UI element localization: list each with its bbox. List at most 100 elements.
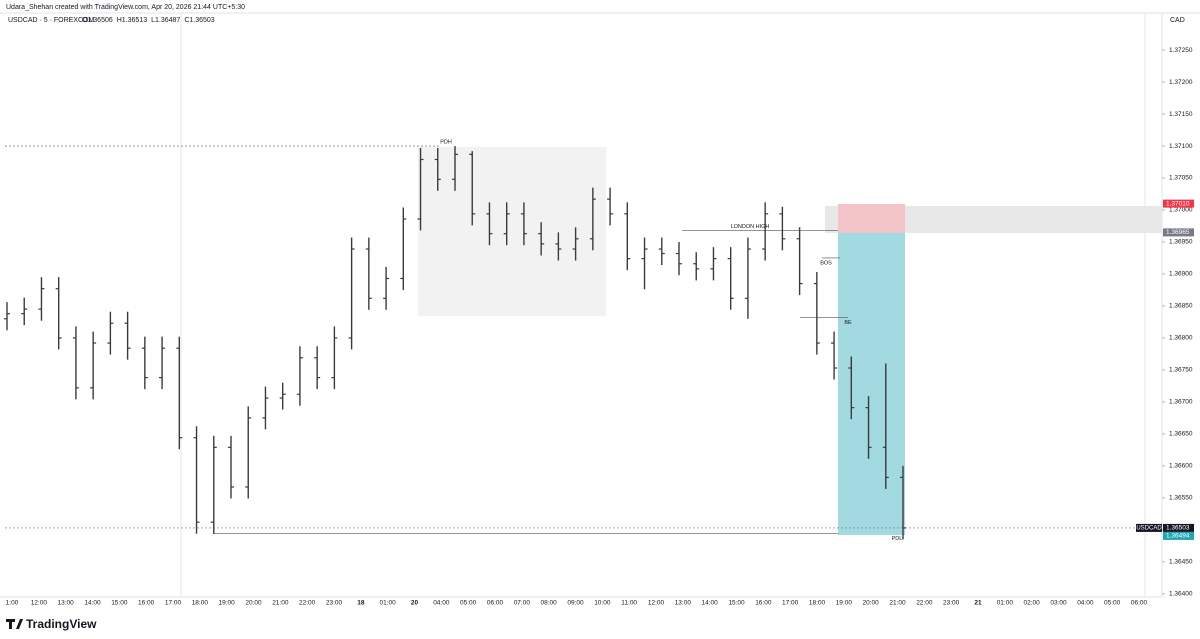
x-tick-label: 02:00 (1024, 600, 1041, 607)
ohlc-bar (538, 222, 545, 256)
ohlc-bar (813, 272, 820, 355)
ohlc-bar (589, 187, 596, 251)
ohlc-bar (21, 297, 28, 326)
ohlc-bar (38, 277, 45, 321)
x-tick-label: 05:00 (460, 600, 477, 607)
ohlc-bar (314, 346, 321, 390)
y-tick-label: 1.37000 (1169, 207, 1193, 214)
ohlc-bar (693, 252, 700, 281)
ohlc-bar (762, 202, 769, 261)
credit: Udara_Shehan created with TradingView.co… (6, 4, 245, 11)
ohlc-bar (865, 396, 872, 459)
x-tick-label: 13:00 (58, 600, 75, 607)
x-tick-label: 13:00 (675, 600, 692, 607)
y-tick-label: 1.36400 (1169, 591, 1193, 598)
x-tick-label: 17:00 (782, 600, 799, 607)
x-tick-label: 10:00 (594, 600, 611, 607)
ohlc-value: L1.36487 (151, 17, 180, 24)
ohlc-bar (434, 147, 441, 191)
ohlc-bar (210, 435, 217, 534)
y-tick-label: 1.36750 (1169, 367, 1193, 374)
ohlc-bar (572, 227, 579, 261)
ohlc-value: C1.36503 (184, 17, 214, 24)
ohlc-bar (624, 202, 631, 271)
y-tick-label: 1.36450 (1169, 559, 1193, 566)
x-tick-label: 20:00 (245, 600, 262, 607)
ohlc-bar (90, 331, 97, 400)
ohlc-bar (555, 232, 562, 261)
ohlc-bar (469, 151, 476, 226)
x-tick-label: 16:00 (755, 600, 772, 607)
ohlc-bar (796, 227, 803, 296)
x-tick-label: 16:00 (138, 600, 155, 607)
symbol-tag: USDCAD (1136, 525, 1162, 531)
x-tick-label: 03:00 (1050, 600, 1067, 607)
ohlc-bar (710, 247, 717, 281)
symbol-tag-box (1136, 523, 1162, 532)
ohlc-bar (400, 207, 407, 290)
ohlc-bar (4, 302, 10, 331)
x-tick-label: 18:00 (809, 600, 826, 607)
ohlc-bar (228, 435, 234, 499)
x-tick-label: 04:00 (1077, 600, 1094, 607)
ohlc-bar (452, 146, 458, 191)
x-tick-label: 11:00 (621, 600, 637, 607)
symbol-title: USDCAD · 5 · FOREXCOM (8, 17, 95, 24)
ohlc-bar (641, 237, 648, 290)
x-tick-label: 06:00 (487, 600, 504, 607)
x-tick-label: 21:00 (889, 600, 906, 607)
ohlc-bar (744, 237, 751, 319)
y-tick-label: 1.36650 (1169, 431, 1193, 438)
level-label: PDL (892, 536, 903, 542)
ohlc-bar (348, 237, 355, 350)
price-tag-label: 1.36965 (1166, 229, 1190, 236)
x-tick-label: 23:00 (943, 600, 960, 607)
x-tick-label: 18 (357, 600, 365, 607)
ohlc-bar (159, 336, 166, 390)
ohlc-bar (124, 311, 131, 360)
ohlc-bar (727, 247, 734, 310)
x-tick-label: 18:00 (192, 600, 209, 607)
ohlc-bar (245, 406, 252, 499)
ohlc-bar (676, 241, 682, 276)
x-tick-label: 09:00 (567, 600, 584, 607)
ohlc-bar (383, 266, 390, 310)
x-tick-label: 15:00 (111, 600, 128, 607)
ohlc-bar (262, 386, 269, 430)
y-tick-label: 1.37050 (1169, 175, 1193, 182)
x-tick-label: 19:00 (219, 600, 236, 607)
ohlc-bar (779, 206, 786, 251)
ohlc-bar (882, 363, 889, 489)
ohlc-bar (848, 356, 855, 420)
price-tag-label: 1.36503 (1166, 525, 1190, 532)
ohlc-bar (607, 187, 614, 226)
y-tick-label: 1.37250 (1169, 47, 1193, 54)
y-tick-label: 1.37200 (1169, 79, 1193, 86)
ohlc-value: O1.36506 (82, 17, 113, 24)
x-tick-label: 22:00 (916, 600, 933, 607)
x-tick-label: 21 (974, 600, 982, 607)
price-tag (1163, 199, 1194, 208)
ohlc-bar (193, 426, 200, 534)
y-tick-label: 1.36850 (1169, 303, 1193, 310)
ohlc-bar (900, 465, 906, 540)
x-tick-label: 23:00 (326, 600, 343, 607)
x-tick-label: 04:00 (433, 600, 450, 607)
ohlc-bar (417, 147, 424, 231)
level-label: BOS (820, 260, 832, 266)
y-tick-label: 1.36800 (1169, 335, 1193, 342)
price-tag-label: 1.36494 (1166, 533, 1190, 540)
price-tag (1163, 228, 1194, 237)
x-tick-label: 19:00 (836, 600, 853, 607)
y-tick-label: 1.36950 (1169, 239, 1193, 246)
ohlc-bar (658, 237, 665, 266)
level-label: BE (844, 320, 852, 326)
x-tick-label: 12:00 (648, 600, 665, 607)
brand-logo: TradingView (6, 617, 97, 631)
x-tick-label: 05:00 (1104, 600, 1121, 607)
ohlc-bar (141, 336, 148, 390)
y-tick-label: 1.37150 (1169, 111, 1193, 118)
x-tick-label: 17:00 (165, 600, 182, 607)
